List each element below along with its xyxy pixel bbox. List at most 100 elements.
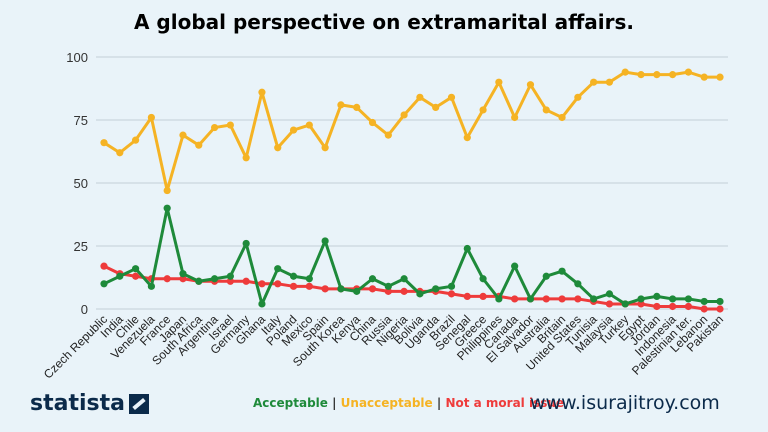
data-point	[163, 186, 171, 195]
data-point	[353, 287, 361, 295]
data-point	[621, 68, 629, 76]
data-point	[179, 131, 187, 139]
x-axis-ticks: Czech RepublicIndiaChileVenezuelaFranceJ…	[41, 312, 726, 382]
data-point	[574, 295, 582, 303]
data-point	[558, 113, 566, 122]
data-point	[416, 93, 424, 101]
data-point	[511, 262, 519, 270]
data-point	[337, 101, 345, 109]
data-point	[621, 300, 629, 308]
series-line	[103, 70, 720, 193]
data-point	[305, 282, 313, 290]
data-point	[226, 121, 234, 129]
data-point	[653, 292, 661, 300]
data-point	[605, 78, 614, 86]
data-point	[684, 302, 693, 311]
data-point	[700, 305, 708, 313]
data-point	[463, 292, 471, 300]
data-point	[700, 297, 708, 306]
data-point	[163, 275, 171, 283]
data-point	[463, 134, 471, 142]
data-point	[179, 270, 187, 278]
data-point	[210, 275, 219, 283]
series-unacceptable	[100, 68, 724, 195]
data-point	[368, 285, 377, 293]
data-point	[479, 106, 487, 114]
data-point	[337, 285, 345, 293]
data-point	[558, 295, 566, 303]
data-point	[305, 275, 313, 283]
data-point	[605, 290, 614, 298]
data-point	[669, 302, 677, 311]
data-point	[637, 295, 645, 303]
data-point	[116, 149, 124, 157]
data-point	[226, 277, 234, 285]
data-point	[274, 144, 282, 152]
data-point	[684, 295, 693, 303]
data-point	[432, 285, 440, 293]
data-point	[511, 295, 519, 303]
data-point	[131, 265, 140, 273]
legend-separator: |	[432, 396, 446, 410]
data-point	[669, 295, 677, 303]
data-point	[226, 272, 234, 280]
data-point	[195, 277, 203, 285]
data-point	[400, 275, 408, 283]
data-point	[100, 139, 108, 147]
data-point	[242, 239, 250, 248]
data-point	[495, 295, 503, 303]
data-point	[684, 68, 693, 76]
y-tick-label: 0	[81, 302, 88, 317]
data-point	[116, 272, 124, 280]
y-tick-label: 50	[74, 176, 88, 191]
data-point	[574, 280, 582, 288]
data-point	[321, 144, 329, 152]
data-point	[179, 275, 187, 283]
data-point	[463, 244, 471, 253]
data-point	[258, 88, 266, 96]
data-point	[195, 141, 203, 149]
data-point	[131, 272, 140, 280]
data-point	[511, 113, 519, 122]
data-point	[147, 282, 155, 290]
series-acceptable	[100, 204, 724, 308]
data-point	[163, 204, 171, 212]
data-point	[384, 282, 392, 290]
data-point	[558, 267, 566, 275]
data-point	[637, 71, 645, 79]
data-point	[447, 93, 456, 101]
data-point	[321, 285, 329, 293]
data-point	[637, 300, 645, 308]
data-point	[242, 277, 250, 285]
y-tick-label: 75	[74, 113, 88, 128]
data-point	[700, 73, 708, 81]
data-point	[210, 123, 219, 132]
website-url: www.isurajitroy.com	[530, 392, 720, 414]
statista-mark-icon	[128, 393, 149, 414]
data-point	[526, 295, 535, 303]
data-point	[258, 300, 266, 308]
series-line	[103, 206, 720, 306]
data-point	[321, 237, 329, 245]
y-axis-ticks: 0 25 50 75 100	[66, 50, 88, 317]
data-point	[274, 265, 282, 273]
data-point	[590, 78, 598, 86]
data-point	[400, 111, 408, 119]
data-point	[542, 106, 550, 114]
data-point	[495, 78, 503, 86]
data-point	[305, 121, 313, 129]
data-point	[242, 154, 250, 162]
data-point	[526, 81, 535, 89]
data-point	[289, 282, 298, 290]
data-point	[289, 272, 298, 280]
data-point	[716, 305, 724, 313]
legend-item: Unacceptable	[340, 396, 433, 410]
data-point	[384, 287, 392, 295]
data-point	[353, 103, 361, 111]
legend: Acceptable | Unacceptable | Not a moral …	[253, 396, 564, 410]
legend-separator: |	[327, 396, 341, 410]
data-point	[716, 73, 724, 81]
data-point	[368, 275, 377, 283]
y-tick-label: 25	[74, 239, 88, 254]
